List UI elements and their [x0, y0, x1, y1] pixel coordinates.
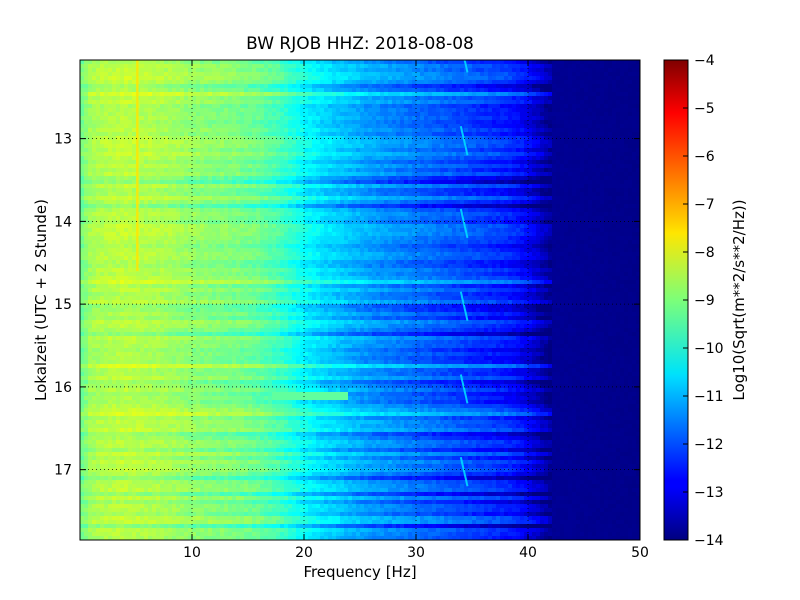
y-axis: 13 14 15 16 17 [54, 132, 640, 479]
y-tick-label: 13 [54, 132, 72, 148]
y-tick-label: 14 [54, 214, 72, 230]
plot-frame [79, 59, 641, 541]
colorbar-label: Log10(Sqrt(m**2/s**2/Hz)) [730, 199, 748, 400]
colorbar-tick-label: −12 [694, 437, 724, 453]
colorbar-tick-label: −4 [694, 53, 715, 69]
y-tick-label: 17 [54, 463, 72, 479]
x-tick-label: 10 [183, 545, 201, 561]
colorbar-ticks: −4 −5 −6 −7 −8 −9 −10 −11 −12 −13 −14 [683, 53, 724, 549]
colorbar-tick-label: −14 [694, 533, 724, 549]
x-tick-label: 40 [519, 545, 537, 561]
y-tick-label: 15 [54, 297, 72, 313]
chart-title: BW RJOB HHZ: 2018-08-08 [246, 34, 474, 54]
colorbar-tick-label: −10 [694, 341, 724, 357]
colorbar-tick-label: −6 [694, 149, 715, 165]
x-tick-label: 20 [295, 545, 313, 561]
x-tick-label: 30 [407, 545, 425, 561]
colorbar-tick-label: −7 [694, 197, 715, 213]
colorbar-tick-label: −5 [694, 101, 715, 117]
spectrogram-heatmap [80, 60, 640, 540]
y-axis-label: Lokalzeit (UTC + 2 Stunde) [32, 199, 50, 401]
x-axis-label: Frequency [Hz] [303, 563, 416, 581]
x-tick-label: 50 [631, 545, 649, 561]
grid-lines [80, 60, 640, 540]
colorbar-tick-label: −13 [694, 485, 724, 501]
x-axis: 10 20 30 40 50 [183, 60, 649, 561]
colorbar-tick-label: −9 [694, 293, 715, 309]
colorbar-tick-label: −8 [694, 245, 715, 261]
colorbar-tick-label: −11 [694, 389, 724, 405]
y-tick-label: 16 [54, 380, 72, 396]
